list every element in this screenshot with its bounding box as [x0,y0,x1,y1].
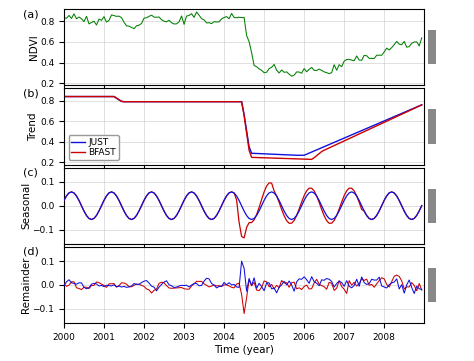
JUST [419,103,425,107]
JUST [114,96,119,100]
Y-axis label: NDVI: NDVI [28,34,38,60]
BFAST [319,149,325,154]
Text: (a): (a) [23,9,38,19]
Line: JUST: JUST [64,96,422,155]
Text: (d): (d) [23,247,38,257]
Text: (b): (b) [23,88,38,98]
JUST [294,153,300,157]
Y-axis label: Remainder: Remainder [21,257,31,313]
JUST [356,130,362,134]
BFAST [309,157,314,161]
BFAST [419,103,425,107]
JUST [351,132,357,136]
BFAST [61,94,67,99]
Y-axis label: Trend: Trend [28,112,38,141]
Text: (c): (c) [23,168,37,178]
JUST [319,145,325,150]
JUST [86,94,92,99]
JUST [171,100,177,104]
X-axis label: Time (year): Time (year) [214,345,274,355]
Legend: JUST, BFAST: JUST, BFAST [69,135,118,160]
Y-axis label: Seasonal: Seasonal [21,182,31,229]
BFAST [356,132,362,136]
BFAST [351,134,357,138]
JUST [61,94,67,99]
Line: BFAST: BFAST [64,96,422,159]
BFAST [171,100,177,104]
BFAST [114,96,119,100]
BFAST [86,94,92,99]
